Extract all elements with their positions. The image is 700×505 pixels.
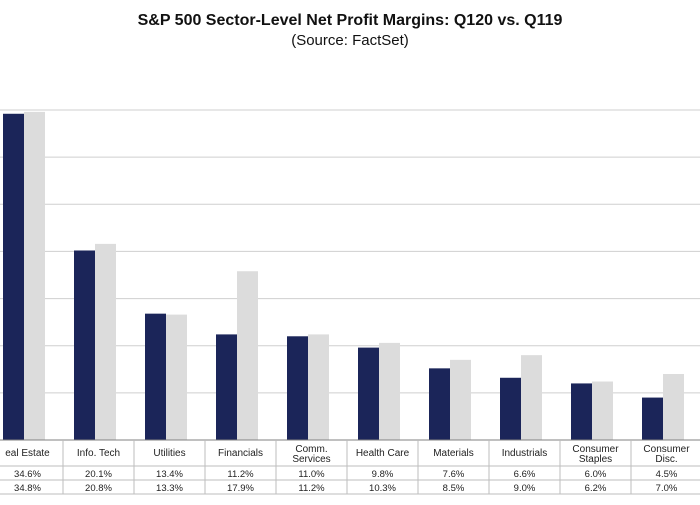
bar-q120 [3, 113, 24, 440]
bar-q120 [216, 334, 237, 440]
bar-q119 [379, 342, 400, 440]
data-label-q119: 11.2% [298, 483, 325, 494]
bar-q120 [145, 313, 166, 440]
data-label-q120: 7.6% [443, 469, 465, 480]
category-label: Industrials [502, 448, 548, 459]
data-label-q119: 20.8% [85, 483, 112, 494]
bar-q119 [592, 381, 613, 440]
data-label-q119: 7.0% [656, 483, 678, 494]
bar-q120 [642, 397, 663, 440]
bar-q119 [663, 374, 684, 440]
data-label-q119: 10.3% [369, 483, 396, 494]
bar-q120 [74, 250, 95, 440]
data-label-q120: 9.8% [372, 469, 394, 480]
bar-q119 [24, 111, 45, 440]
data-label-q119: 8.5% [443, 483, 465, 494]
bar-q119 [521, 355, 542, 440]
bar-q120 [500, 377, 521, 440]
chart-subtitle: (Source: FactSet) [291, 32, 409, 49]
chart-header: S&P 500 Sector-Level Net Profit Margins:… [0, 0, 700, 62]
chart-area: eal Estate 34.6% 34.8% Info. Tech 20.1% 20.8%… [0, 60, 700, 500]
bar-q120 [571, 383, 592, 440]
category-label: Financials [218, 448, 263, 459]
data-label-q119: 34.8% [14, 483, 41, 494]
data-label-q120: 34.6% [14, 469, 41, 480]
category-label: Info. Tech [77, 448, 120, 459]
data-label-q119: 13.3% [156, 483, 183, 494]
data-label-q120: 20.1% [85, 469, 112, 480]
bar-q119 [450, 359, 471, 440]
category-label: eal Estate [5, 448, 50, 459]
bar-q119 [237, 271, 258, 440]
data-label-q120: 11.0% [298, 469, 325, 480]
data-label-q120: 11.2% [227, 469, 254, 480]
data-label-q120: 6.6% [514, 469, 536, 480]
chart-title: S&P 500 Sector-Level Net Profit Margins:… [137, 12, 563, 29]
bar-q120 [358, 347, 379, 440]
category-label: Consumer Staples [572, 444, 619, 465]
data-label-q119: 9.0% [514, 483, 536, 494]
data-label-q120: 13.4% [156, 469, 183, 480]
category-label: Consumer Disc. [643, 444, 690, 465]
data-label-q119: 6.2% [585, 483, 607, 494]
bar-q119 [95, 243, 116, 440]
bar-q119 [166, 314, 187, 440]
category-label: Comm. Services [292, 444, 330, 465]
data-label-q120: 4.5% [656, 469, 678, 480]
category-label: Health Care [356, 448, 410, 459]
data-label-q119: 17.9% [227, 483, 254, 494]
bar-q120 [287, 336, 308, 440]
bar-chart: eal Estate 34.6% 34.8% Info. Tech 20.1% 20.8%… [0, 109, 700, 495]
bar-q120 [429, 368, 450, 440]
category-label: Utilities [153, 448, 185, 459]
bar-q119 [308, 334, 329, 440]
data-label-q120: 6.0% [585, 469, 607, 480]
category-label: Materials [433, 448, 474, 459]
